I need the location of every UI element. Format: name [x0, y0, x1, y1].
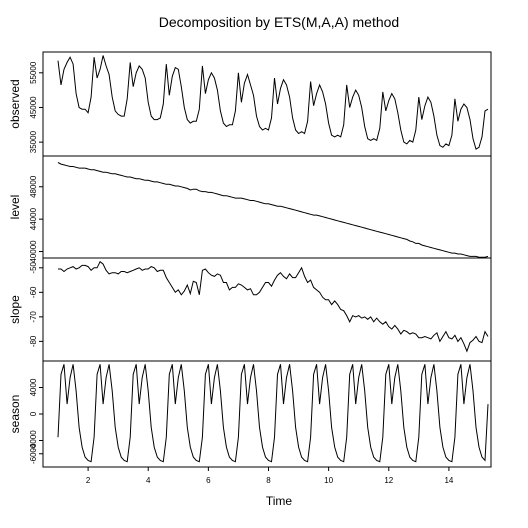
panel-season: -6000-4000 0 4000 season: [8, 360, 492, 468]
y-tick-label: -80: [29, 335, 38, 347]
chart-title: Decomposition by ETS(M,A,A) method: [159, 14, 399, 30]
panel-ylabel-level: level: [8, 195, 22, 220]
y-tick-label: 4000: [29, 378, 38, 396]
series-line-slope: [58, 260, 489, 353]
panels-group: 350004500055000observed400004400048000le…: [8, 51, 492, 485]
x-axis-label: Time: [266, 494, 293, 508]
y-tick-label: 35000: [29, 130, 38, 153]
x-tick-label: 2: [86, 476, 91, 485]
x-tick-label: 12: [384, 476, 393, 485]
series-line-observed: [57, 55, 489, 150]
x-tick-label: 10: [324, 476, 333, 485]
y-ticks-observed: 35000 45000 55000: [29, 61, 43, 153]
panel-observed: 35000 45000 55000 observed: [8, 51, 492, 157]
y-ticks-season: -6000-4000 0 4000: [29, 378, 43, 464]
panel-ylabel-season: season: [8, 395, 22, 434]
x-tick-label: 4: [146, 476, 151, 485]
panel-ylabel-slope: slope: [8, 295, 22, 324]
y-tick-label: -70: [29, 311, 38, 323]
y-tick-label: 55000: [29, 61, 38, 84]
panel-level: 40000 44000 48000 level: [8, 155, 492, 263]
series-line-season: [57, 364, 489, 463]
panel-slope: -80 -70 -60 -50 slope: [8, 257, 492, 362]
panel-frame-observed: [42, 51, 492, 157]
y-tick-label: -50: [29, 261, 38, 273]
y-tick-label: 45000: [29, 96, 38, 119]
y-tick-label: -60: [29, 286, 38, 298]
y-tick-label: -4000: [29, 430, 38, 451]
x-axis: 2 4 6 8 10 12 14: [86, 467, 454, 485]
panel-frame-level: [42, 155, 492, 259]
panel-ylabel-observed: observed: [8, 79, 22, 128]
x-tick-label: 6: [206, 476, 211, 485]
y-tick-label: 48000: [29, 175, 38, 198]
y-tick-label: 44000: [29, 207, 38, 230]
y-ticks-level: 40000 44000 48000: [29, 175, 43, 263]
series-line-level: [57, 162, 489, 258]
y-tick-label: 40000: [29, 240, 38, 263]
y-tick-label: 0: [29, 411, 38, 416]
x-tick-label: 8: [266, 476, 271, 485]
y-ticks-slope: -80 -70 -60 -50: [29, 261, 43, 347]
y-tick-label: -6000: [29, 443, 38, 464]
x-tick-label: 14: [444, 476, 453, 485]
